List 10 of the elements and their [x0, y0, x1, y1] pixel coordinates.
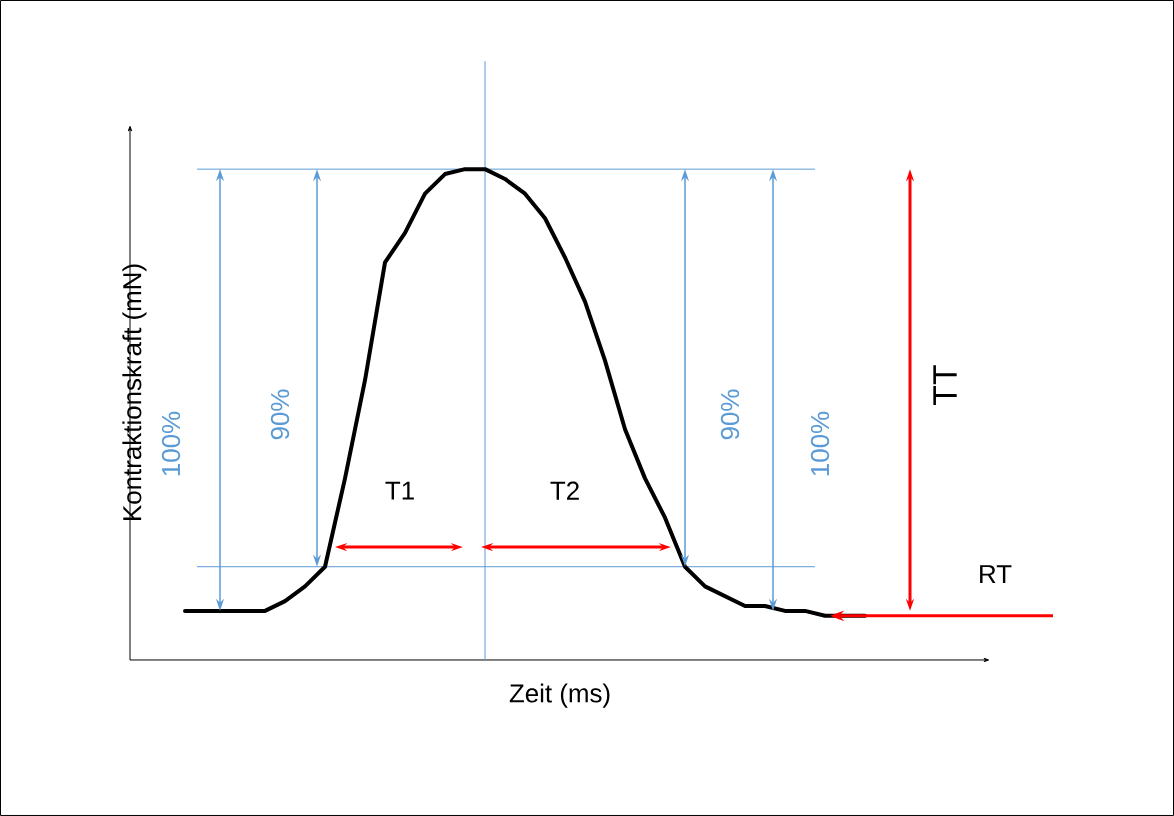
- y-axis-title: Kontraktionskraft (mN): [122, 264, 147, 520]
- annotation: 100%: [161, 411, 181, 476]
- annotation: T2: [550, 481, 579, 500]
- annotation: T1: [385, 481, 414, 500]
- annotation: 90%: [720, 389, 740, 440]
- text: TT: [933, 365, 957, 406]
- text: RT: [980, 565, 1012, 583]
- x-axis-title: Zeit (ms): [509, 683, 610, 708]
- annotation: 90%: [270, 389, 290, 440]
- annotation: 100%: [810, 411, 830, 476]
